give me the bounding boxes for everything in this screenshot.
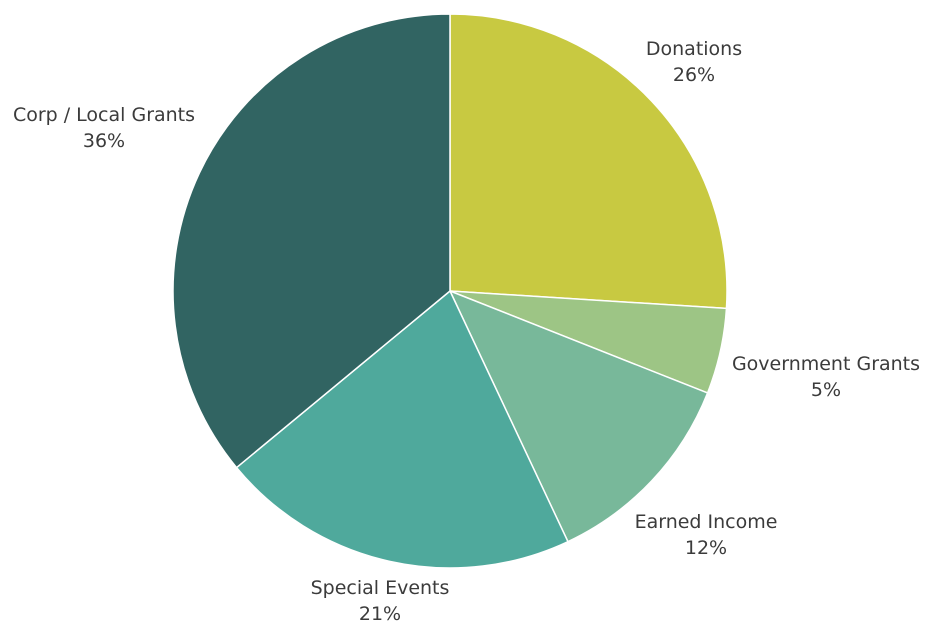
pie-slice-corp-local-grants	[172, 13, 451, 469]
slice-label-corp-local-grants: Corp / Local Grants	[13, 104, 195, 126]
slice-label-donations: Donations	[646, 38, 742, 60]
pie-slice-earned-income	[449, 290, 709, 543]
pie-labels: Donations 26% Government Grants 5% Earned In…	[13, 38, 920, 625]
pie-slice-donations	[449, 13, 728, 310]
slice-value-government-grants: 5%	[811, 379, 841, 401]
slice-label-earned-income: Earned Income	[635, 511, 778, 533]
slice-label-government-grants: Government Grants	[732, 353, 920, 375]
pie-slices	[172, 13, 728, 569]
slice-label-special-events: Special Events	[311, 577, 450, 599]
pie-slice-special-events	[235, 290, 569, 569]
slice-value-special-events: 21%	[359, 603, 401, 625]
slice-value-corp-local-grants: 36%	[83, 130, 125, 152]
slice-value-donations: 26%	[673, 64, 715, 86]
slice-value-earned-income: 12%	[685, 537, 727, 559]
